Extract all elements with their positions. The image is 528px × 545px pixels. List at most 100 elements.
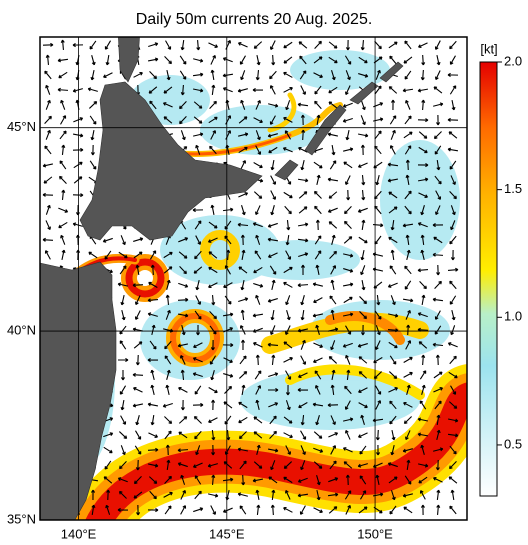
current-arrow [179,70,187,80]
current-arrow [417,432,429,437]
current-arrow [315,219,320,231]
current-arrow [436,159,441,171]
current-arrow [119,265,127,275]
current-arrow [195,295,202,305]
colorbar [479,61,498,497]
current-arrow [104,40,112,50]
current-arrow [447,72,459,77]
current-arrow [180,474,186,485]
current-arrow [72,193,84,198]
current-arrow [391,429,396,441]
current-arrow [255,385,262,395]
current-arrow [88,101,98,109]
current-arrow [433,236,443,244]
current-arrow [404,115,412,125]
current-arrow [331,234,336,245]
current-arrow [313,357,323,363]
current-arrow [420,234,425,246]
current-arrow [193,266,203,274]
current-arrow [346,189,351,201]
current-arrow [269,430,277,440]
current-arrow [285,400,291,411]
current-arrow [223,357,233,364]
current-arrow [90,144,95,156]
current-arrow [300,460,306,471]
current-arrow [328,506,338,514]
current-arrow [358,506,368,514]
current-arrow [361,174,366,186]
map-title: Daily 50m currents 20 Aug. 2025. [136,11,373,28]
current-arrow [120,399,125,411]
current-arrow [163,491,173,498]
current-arrow [134,310,141,320]
current-arrow [222,57,233,63]
current-arrow [419,280,427,290]
current-arrow [255,234,261,245]
current-arrow [147,447,159,452]
current-arrow [388,313,399,318]
current-arrow [433,477,443,483]
current-arrow [313,342,324,348]
current-arrow [343,220,352,229]
current-arrow [330,279,335,291]
current-arrow [298,206,308,214]
current-arrow [374,40,382,50]
current-arrow [300,85,307,95]
current-arrow [207,463,218,468]
current-arrow [342,117,353,123]
current-arrow [450,220,456,231]
current-arrow [270,205,275,216]
current-arrow [267,387,279,393]
lat-label: 45°N [7,119,36,134]
current-arrow [342,312,354,317]
current-arrow [388,341,398,349]
current-arrow [268,476,278,484]
current-arrow [375,340,381,350]
current-arrow [358,371,368,379]
current-arrow [89,40,97,50]
current-arrow [298,41,308,49]
current-arrow [180,84,185,96]
current-arrow [404,190,412,200]
current-arrow [135,264,140,276]
current-arrow [223,373,234,378]
current-arrow [420,504,425,516]
current-arrow [271,354,276,366]
current-arrow [389,55,397,65]
current-arrow [164,355,172,365]
current-arrow [180,490,186,500]
current-arrow [327,492,339,497]
current-arrow [194,430,202,440]
current-arrow [300,355,307,365]
current-arrow [327,207,338,213]
current-arrow [149,490,157,500]
current-arrow [60,99,66,110]
current-arrow [447,342,458,348]
current-arrow [405,309,411,320]
current-arrow [402,223,414,228]
current-arrow [268,402,279,408]
current-arrow [166,279,171,290]
current-arrow [434,325,442,335]
current-arrow [148,86,158,94]
current-arrow [283,416,293,424]
current-arrow [60,115,67,125]
current-arrow [61,249,66,261]
current-arrow [149,340,157,350]
current-arrow [345,129,350,141]
current-arrow [58,175,67,184]
current-arrow [297,493,309,498]
current-arrow [418,192,428,198]
current-arrow [270,175,277,185]
current-arrow [389,145,396,155]
current-arrow [103,432,114,438]
current-arrow [450,385,457,395]
current-arrow [420,69,425,81]
current-arrow [403,506,413,514]
current-arrow [300,309,305,321]
current-arrow [328,86,338,94]
current-arrow [389,505,397,515]
current-arrow [42,192,54,197]
current-arrow [210,69,215,81]
current-arrow [195,445,201,456]
